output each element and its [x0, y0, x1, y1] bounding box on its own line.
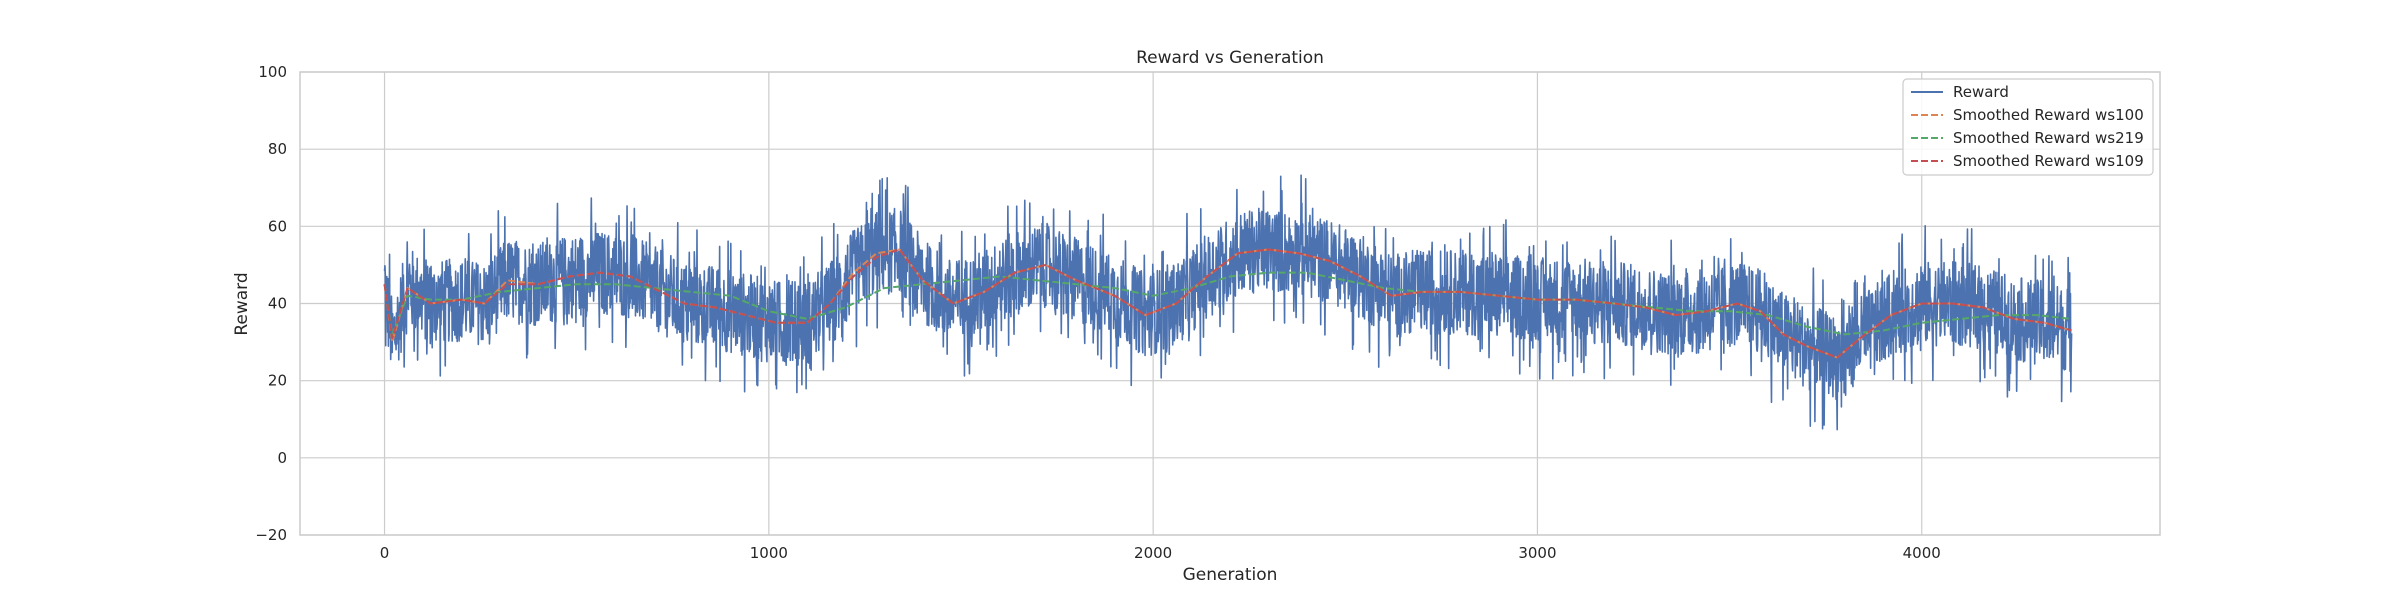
series-smoothed-line-1 — [383, 271, 2072, 336]
legend-label-ws219: Smoothed Reward ws219 — [1953, 129, 2144, 147]
series-layer — [383, 174, 2073, 431]
legend-label-ws100: Smoothed Reward ws100 — [1953, 106, 2144, 124]
y-axis-label: Reward — [232, 272, 252, 335]
y-tick-labels: −20 0 20 40 60 80 100 — [255, 63, 287, 544]
y-tick-label: 0 — [277, 449, 287, 467]
legend-label-ws109: Smoothed Reward ws109 — [1953, 152, 2144, 170]
x-tick-label: 1000 — [750, 544, 788, 562]
y-tick-label: 60 — [268, 217, 287, 235]
y-tick-label: 20 — [268, 372, 287, 390]
x-tick-label: 4000 — [1903, 544, 1941, 562]
x-tick-label: 3000 — [1518, 544, 1556, 562]
y-tick-label: 80 — [268, 140, 287, 158]
x-tick-label: 2000 — [1134, 544, 1172, 562]
legend-label-reward: Reward — [1953, 83, 2009, 101]
y-tick-label: 100 — [258, 63, 287, 81]
x-tick-labels: 0 1000 2000 3000 4000 — [380, 544, 1941, 562]
x-tick-label: 0 — [380, 544, 390, 562]
chart-title: Reward vs Generation — [1136, 48, 1324, 68]
series-smoothed-line-2 — [383, 248, 2072, 359]
y-tick-label: 40 — [268, 295, 287, 313]
x-axis-label: Generation — [1183, 565, 1278, 585]
legend: Reward Smoothed Reward ws100 Smoothed Re… — [1902, 78, 2154, 176]
series-reward-line — [383, 174, 2073, 431]
y-tick-label: −20 — [255, 526, 287, 544]
plot-frame — [299, 71, 2161, 536]
legend-box — [1902, 78, 2154, 176]
